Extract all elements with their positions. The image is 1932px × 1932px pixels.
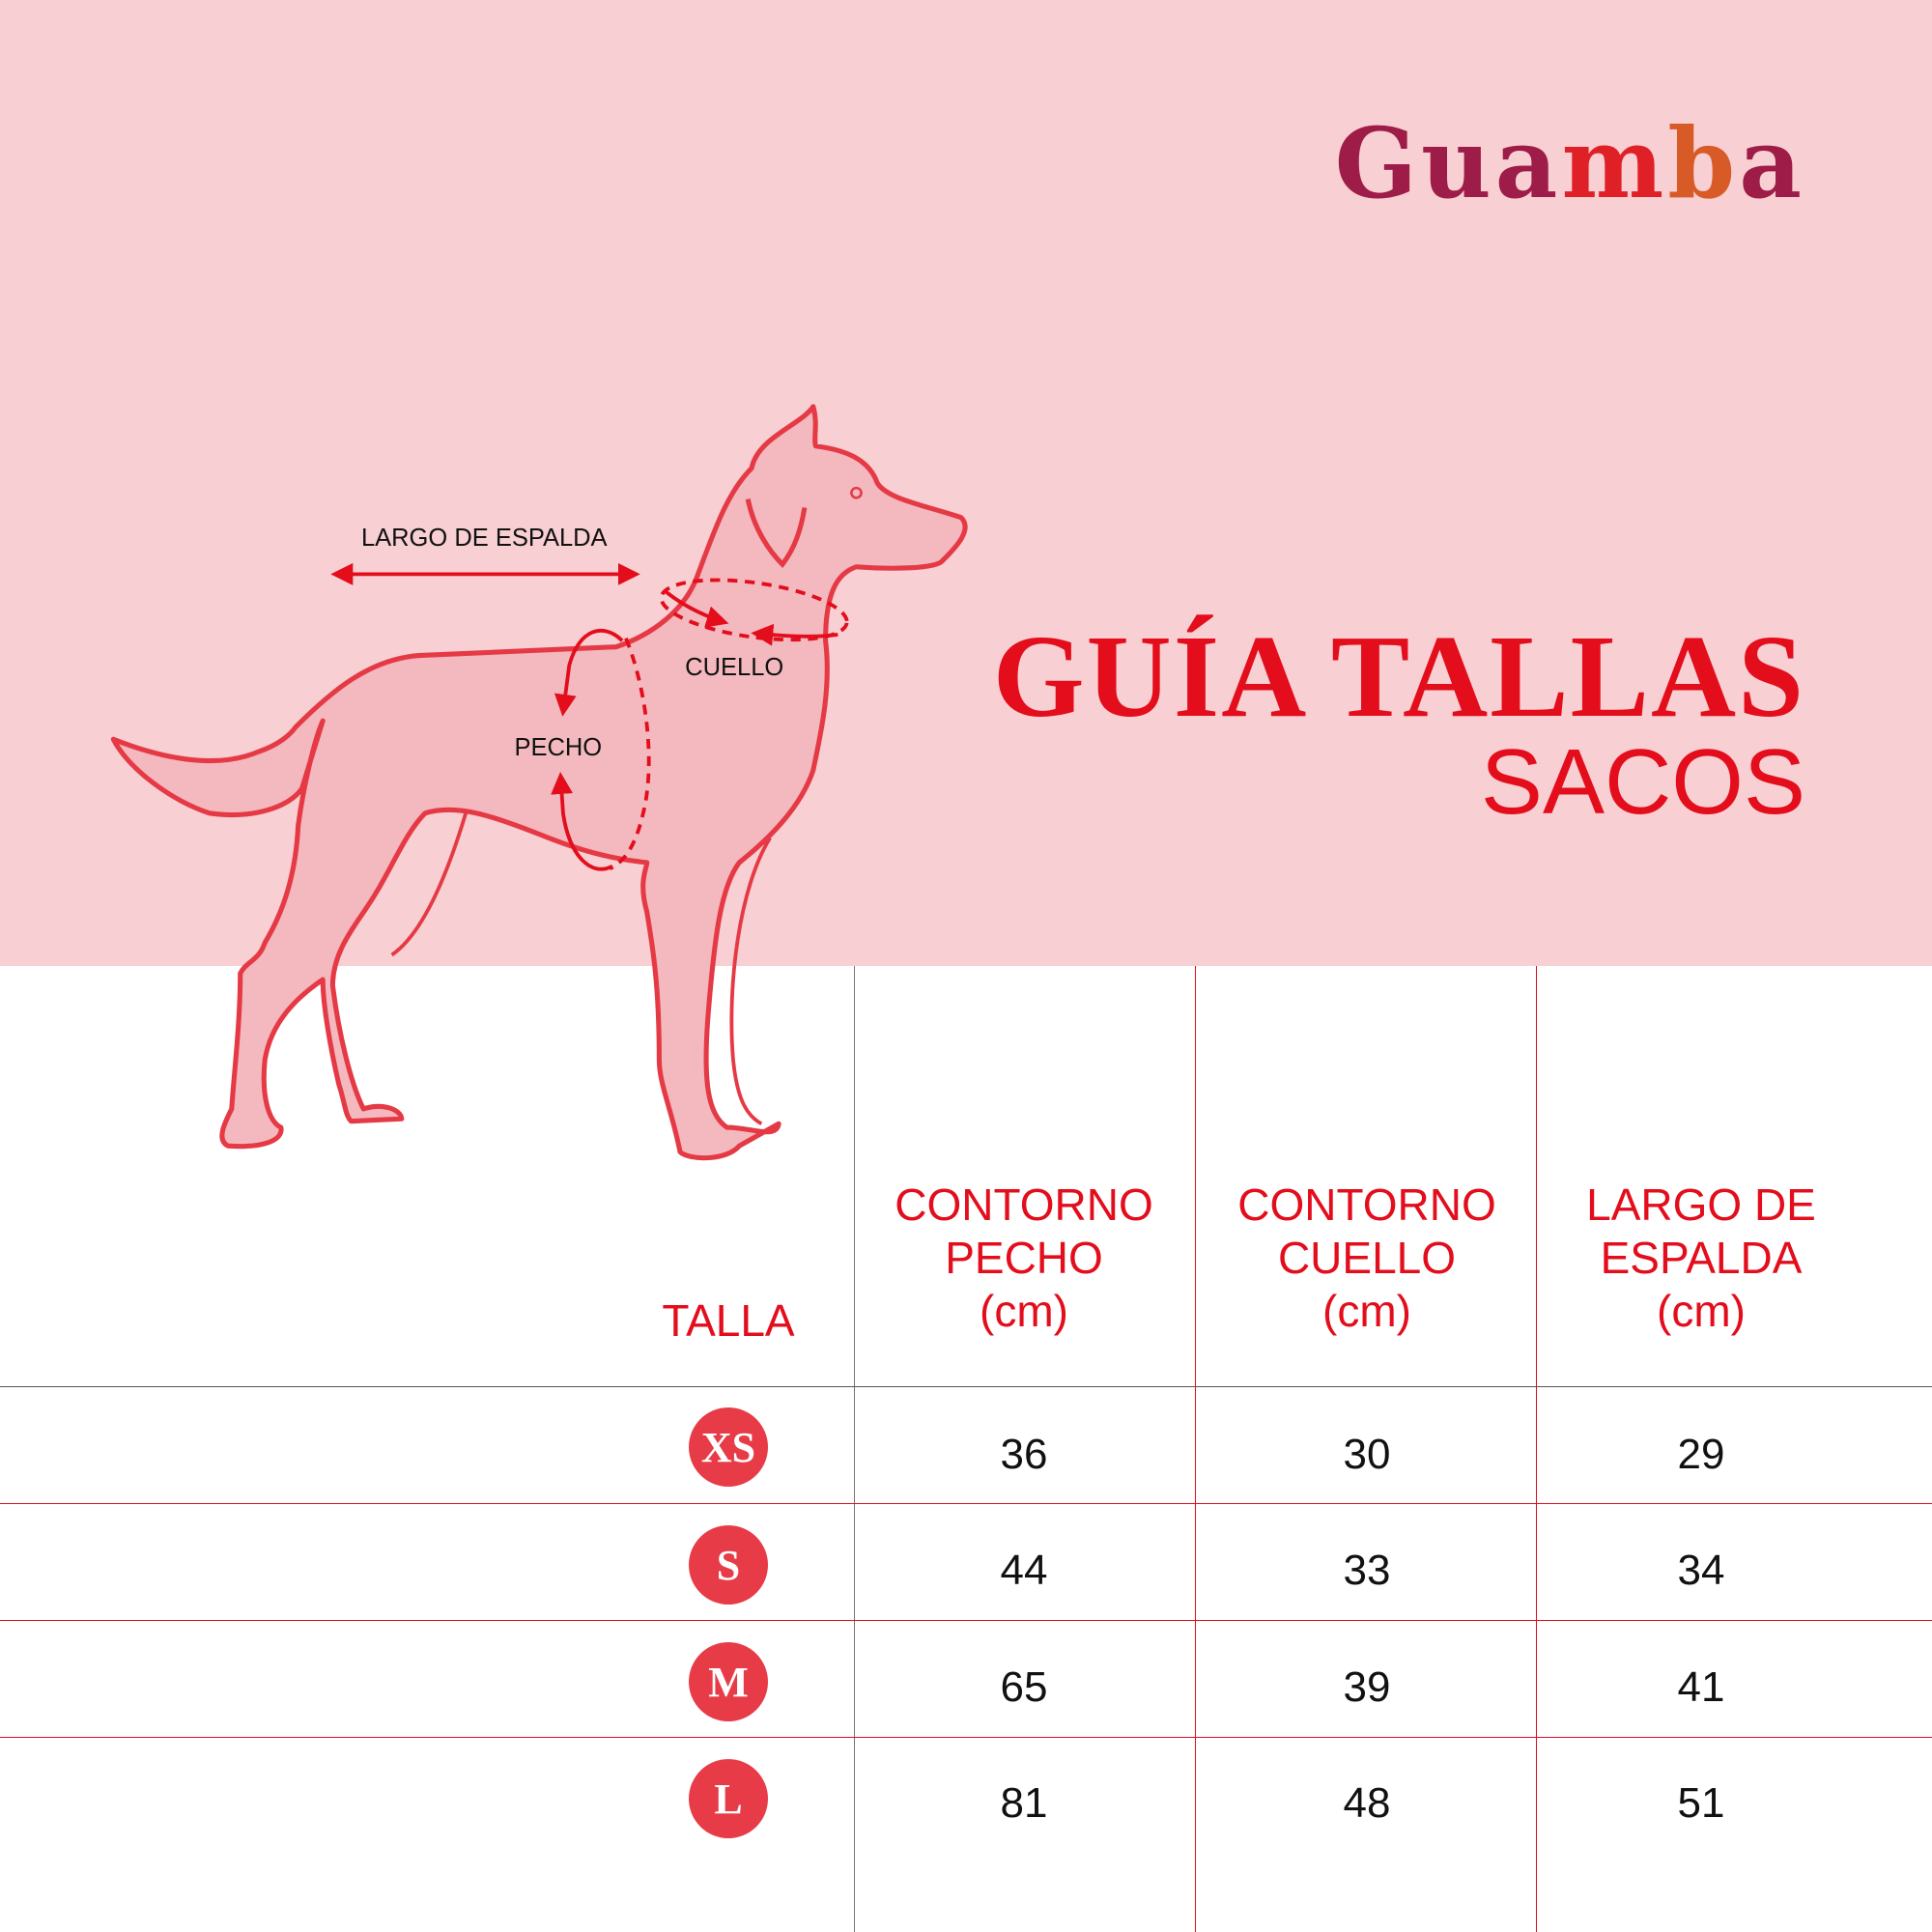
hind-leg-line [390,812,468,957]
neck-label: CUELLO [685,654,783,681]
back-value: 51 [1677,1779,1725,1827]
row-divider [0,1620,1932,1621]
size-badge: L [689,1759,768,1838]
neck-arrow-left [664,589,729,628]
chest-arrow-down [551,771,613,871]
neck-value: 33 [1343,1547,1391,1594]
chest-measure-dashed [609,637,651,870]
neck-measure-dashed [659,578,849,642]
header-neck: CONTORNO CUELLO (cm) [1237,1179,1496,1336]
column-divider [1536,966,1537,1932]
dog-eye [850,486,863,499]
column-divider [854,966,855,1932]
dog-ear [745,498,808,569]
row-divider [0,1737,1932,1738]
chest-value: 36 [1000,1431,1048,1478]
chest-value: 81 [1000,1779,1048,1827]
back-value: 29 [1677,1431,1725,1478]
row-divider [0,1503,1932,1504]
back-value: 41 [1677,1663,1725,1711]
chest-label: PECHO [514,734,602,761]
dog-outline [110,404,968,1161]
size-badge: M [689,1642,768,1721]
neck-arrow-right [751,623,838,646]
neck-value: 30 [1343,1431,1391,1478]
front-leg-line [729,837,772,1125]
chest-arrow-up [554,629,624,717]
chest-value: 65 [1000,1663,1048,1711]
header-chest: CONTORNO PECHO (cm) [895,1179,1153,1336]
size-badge: XS [689,1407,768,1487]
header-size: TALLA [662,1295,795,1346]
page-subtitle: SACOS [1480,730,1805,834]
header-divider [0,1386,1932,1387]
page-title: GUÍA TALLAS [992,611,1805,742]
header-back: LARGO DE ESPALDA (cm) [1586,1179,1816,1336]
neck-value: 48 [1343,1779,1391,1827]
back-value: 34 [1677,1547,1725,1594]
brand-logo: Guamba [1334,106,1805,220]
chest-value: 44 [1000,1547,1048,1594]
column-divider [1195,966,1196,1932]
neck-value: 39 [1343,1663,1391,1711]
back-length-label: LARGO DE ESPALDA [361,525,608,552]
size-badge: S [689,1525,768,1605]
